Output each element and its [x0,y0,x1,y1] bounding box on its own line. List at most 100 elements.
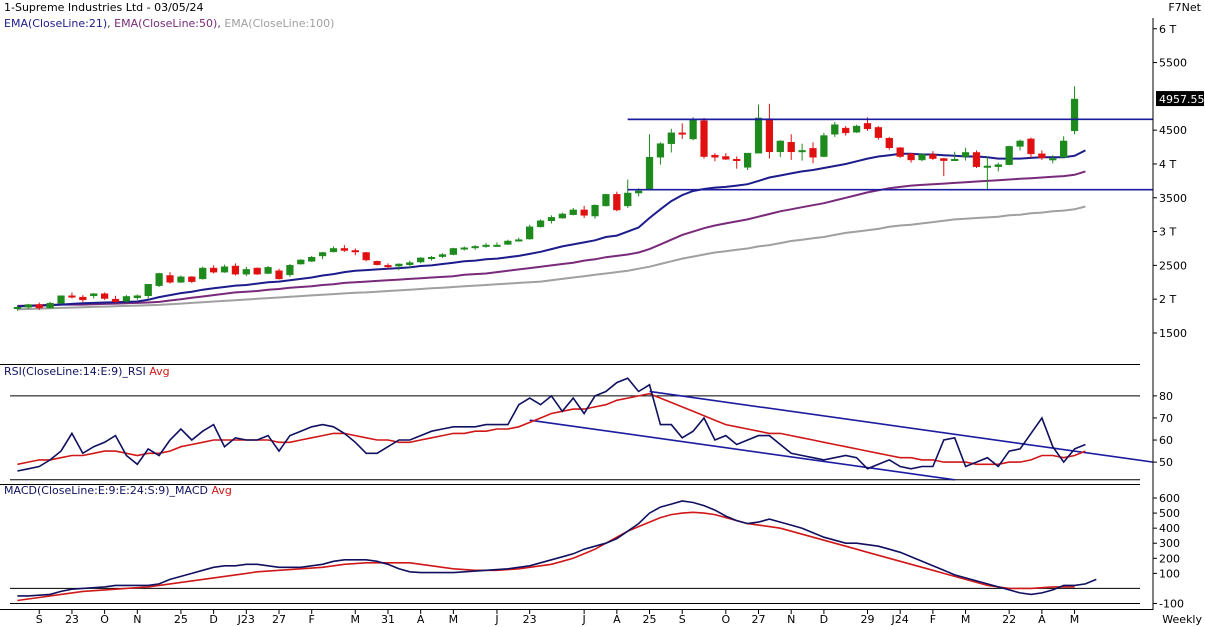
candle-down [35,304,43,309]
timeframe-label: Weekly [1162,613,1202,626]
rsi-legend: RSI(CloseLine:14:E:9)_RSI Avg [4,365,170,378]
candle-up [558,213,566,219]
candle-up [526,226,534,240]
chart-title: 1-Supreme Industries Ltd - 03/05/24 [4,1,204,14]
x-tick-label: D [820,613,828,626]
x-tick-label: M [351,613,361,626]
candle-up [449,248,457,255]
x-tick-label: N [133,613,141,626]
candle-down [972,152,981,167]
candle-up [482,244,490,247]
candle-down [896,147,904,157]
price-tick-label: 6 T [1159,23,1176,36]
price-tick-label: 2500 [1159,259,1187,272]
x-tick-label: J24 [891,613,909,626]
candle-up [199,267,207,280]
macd-tick-label: 200 [1159,552,1180,565]
macd-tick-label: 600 [1159,492,1180,505]
rsi-tick-label: 70 [1159,412,1173,425]
candle-up [1070,98,1079,132]
legend-ema21: EMA(CloseLine:21) [4,17,108,30]
candle-up [635,190,643,194]
candle-down [787,142,795,153]
candle-up [820,135,828,157]
panel-frames [0,18,1154,610]
legend-ema100: EMA(CloseLine:100) [224,17,335,30]
ema-legend: EMA(CloseLine:21), EMA(CloseLine:50), EM… [4,17,335,30]
candle-up [831,124,839,135]
rsi-legend-avg: Avg [149,365,169,378]
candle-down [384,265,392,268]
candle-up [242,269,250,275]
candle-down [340,248,349,251]
ema50-line [17,170,1086,307]
macd-tick-label: 300 [1159,537,1180,550]
candle-down [373,261,381,265]
x-axis: S 23 O N 25 D J23 27 F M 31 A M J 23 J A 25 S O 27 N D 29 J24 F M 2… [36,610,1202,626]
candle-up [264,267,272,274]
candle-up [667,132,675,144]
candle-up [90,293,98,297]
candle-up [493,244,501,247]
candle-down [842,127,850,134]
candle-up [918,154,926,161]
candle-down [1027,138,1035,155]
macd-legend: MACD(CloseLine:E:9:E:24:S:9)_MACD Avg [4,484,232,497]
candle-down [351,250,359,253]
candle-down [700,120,708,157]
candle-down [68,295,76,298]
candle-up [624,192,632,207]
candle-down [722,156,730,160]
x-tick-label: 23 [65,613,79,626]
candle-up [547,217,556,221]
candle-up [427,256,436,259]
x-tick-label: N [787,613,795,626]
candle-down [711,154,719,158]
candle-up [395,263,403,267]
candle-down [885,138,893,148]
candle-down [907,153,915,161]
candle-up [994,164,1002,167]
candle-up [144,284,152,297]
candle-up [417,257,425,263]
candle-up [297,259,305,265]
candle-up [460,247,468,250]
candle-up [220,266,229,273]
candle-up [471,246,479,249]
candle-up [689,119,697,140]
candle-up [569,209,577,215]
candle-up [318,252,327,257]
rsi-trendline [529,419,955,481]
x-tick-label: O [721,613,730,626]
candle-down [79,296,87,301]
brand-label: F7Net [1168,1,1201,14]
candle-up [1060,140,1068,158]
price-tick-label: 3500 [1159,192,1187,205]
candle-up [591,204,599,217]
candle-down [874,127,883,138]
price-tick-label: 4500 [1159,124,1187,137]
candle-up [177,276,185,283]
price-tick-label: 1500 [1159,327,1187,340]
x-tick-label: S [679,613,686,626]
candle-up [951,158,959,161]
price-tick-label: 4 T [1159,158,1176,171]
macd-tick-label: 100 [1159,567,1180,580]
candle-up [286,265,294,276]
candle-up [24,304,32,308]
x-tick-label: M [1070,613,1080,626]
candle-up [438,254,447,257]
candle-up [504,240,512,245]
rsi-line [17,377,1086,472]
candle-down [733,158,741,161]
ema21-line [17,149,1086,308]
rsi-tick-label: 60 [1159,434,1173,447]
x-tick-label: J [494,613,498,626]
macd-tick-label: -100 [1159,597,1184,610]
candle-down [940,158,948,161]
x-tick-label: 31 [381,613,395,626]
candle-down [678,132,686,135]
candle-up [133,295,141,299]
candle-up [515,239,523,242]
